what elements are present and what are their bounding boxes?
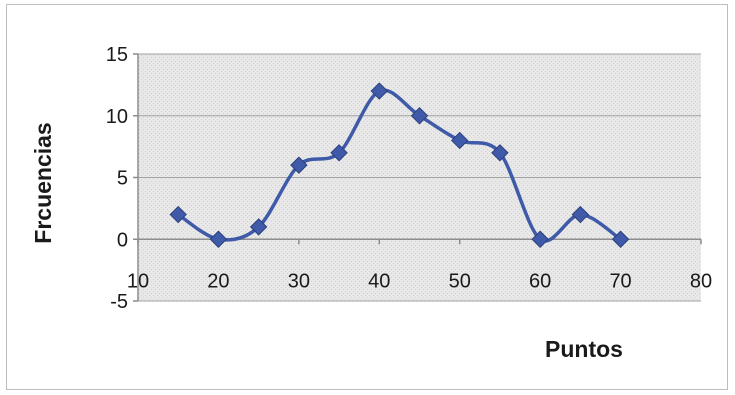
y-axis-title: Frcuencias — [30, 122, 56, 243]
data-point-7 — [451, 131, 469, 150]
data-point-3 — [290, 156, 308, 174]
y-tick-label-3: 0 — [117, 229, 128, 251]
y-tick-label-2: 5 — [117, 168, 128, 190]
data-point-2 — [249, 218, 268, 236]
series-layer — [169, 82, 630, 248]
y-tick-label-0: 15 — [106, 44, 128, 66]
x-tick-label-4: 50 — [449, 270, 471, 292]
data-point-4 — [330, 144, 348, 162]
x-tick-label-1: 20 — [207, 270, 229, 292]
y-tick-label-4: -5 — [110, 291, 128, 313]
y-tick-label-1: 10 — [106, 106, 128, 128]
data-point-8 — [491, 144, 509, 162]
x-tick-label-2: 30 — [288, 270, 310, 292]
data-point-11 — [611, 230, 630, 248]
data-point-6 — [410, 107, 429, 125]
x-tick-label-6: 70 — [609, 270, 631, 292]
data-point-5 — [370, 82, 388, 100]
x-tick-label-0: 10 — [127, 270, 149, 292]
data-point-1 — [209, 230, 228, 248]
data-point-10 — [571, 205, 590, 224]
x-axis-title: Puntos — [545, 336, 623, 362]
data-point-9 — [531, 230, 549, 248]
x-tick-label-7: 80 — [690, 270, 712, 292]
x-tick-label-5: 60 — [529, 270, 551, 292]
chart-frame: 15 10 5 0 -5 10 20 30 40 50 60 70 80 Frcuencias Punt… — [6, 4, 728, 390]
data-point-0 — [169, 205, 187, 224]
x-tick-label-3: 40 — [368, 270, 390, 292]
